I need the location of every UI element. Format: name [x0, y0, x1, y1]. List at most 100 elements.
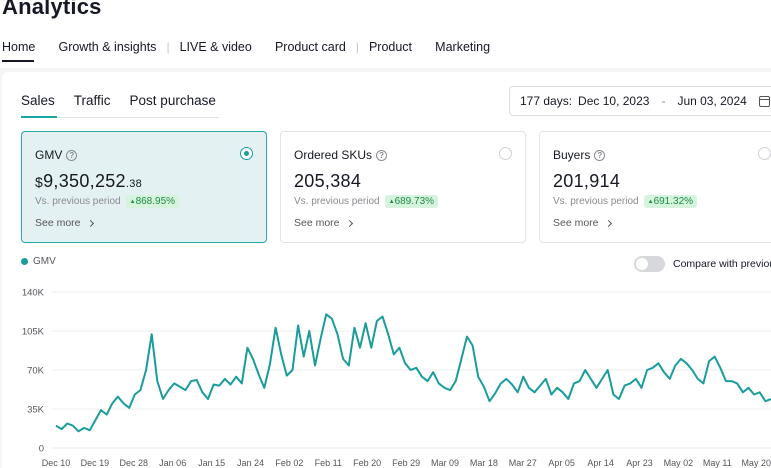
x-tick-label: Dec 19 [81, 458, 110, 468]
change-value: 689.73% [394, 196, 435, 207]
nav-separator: | [166, 40, 170, 54]
change-badge: ▲691.32% [643, 195, 698, 208]
compare-toggle[interactable] [634, 256, 665, 272]
metric-radio[interactable] [758, 147, 771, 160]
compare-label: Vs. previous period [35, 196, 121, 207]
up-arrow-icon: ▲ [129, 199, 136, 205]
metric-card-ordered-skus[interactable]: Ordered SKUs ? 205,384 Vs. previous peri… [280, 131, 526, 243]
metric-value-main: 201,914 [553, 171, 621, 191]
page-title: Analytics [2, 0, 102, 19]
metric-compare: Vs. previous period ▲689.73% [294, 195, 439, 208]
nav-growth-insights[interactable]: Growth & insights [58, 40, 157, 54]
see-more-link[interactable]: See more [553, 217, 612, 229]
x-tick-label: Jan 06 [159, 458, 186, 468]
metric-card-buyers[interactable]: Buyers ? 201,914 Vs. previous period ▲69… [539, 131, 771, 243]
compare-toggle-label: Compare with previous [673, 258, 771, 270]
see-more-label: See more [553, 217, 599, 229]
x-tick-label: Jan 24 [237, 458, 264, 468]
sub-tabs-divider [21, 117, 219, 118]
legend-dot-icon [21, 258, 28, 265]
metric-label: Buyers [553, 148, 591, 162]
up-arrow-icon: ▲ [647, 199, 654, 205]
nav-product-card[interactable]: Product card [274, 40, 346, 54]
metric-value-main: 205,384 [294, 171, 362, 191]
change-badge: ▲868.95% [125, 195, 180, 208]
top-nav: Home | Growth & insights | LIVE & video … [2, 38, 490, 56]
gmv-line-chart: 140K 105K 70K 35K 0 Dec 10 Dec 19 Dec 28 Jan 06 J… [22, 288, 771, 468]
x-tick-label: Jan 15 [198, 458, 225, 468]
metric-label: GMV [35, 148, 63, 162]
see-more-link[interactable]: See more [294, 217, 353, 229]
nav-product[interactable]: Product [368, 40, 413, 54]
x-tick-label: Mar 18 [470, 458, 498, 468]
metric-compare: Vs. previous period ▲691.32% [553, 195, 698, 208]
change-value: 691.32% [653, 196, 694, 207]
x-tick-label: Feb 02 [275, 458, 303, 468]
metric-label-row: Buyers ? [553, 148, 606, 162]
metric-compare: Vs. previous period ▲868.95% [35, 195, 180, 208]
help-icon[interactable]: ? [376, 149, 388, 161]
x-tick-label: Dec 28 [120, 458, 149, 468]
x-tick-label: Feb 29 [392, 458, 420, 468]
metric-label: Ordered SKUs [294, 148, 373, 162]
nav-separator: | [355, 40, 359, 54]
help-icon[interactable]: ? [594, 149, 606, 161]
chevron-right-icon [604, 219, 612, 227]
x-tick-label: May 02 [664, 458, 694, 468]
tab-sales[interactable]: Sales [21, 93, 55, 108]
x-tick-label: Apr 05 [548, 458, 575, 468]
x-tick-label: Mar 27 [509, 458, 537, 468]
metric-value: 205,384 [294, 171, 361, 192]
change-value: 868.95% [135, 196, 176, 207]
metric-value: $9,350,252.38 [35, 171, 142, 192]
y-tick-label: 70K [27, 366, 45, 377]
chevron-right-icon [86, 219, 94, 227]
y-tick-label: 35K [27, 405, 45, 416]
legend-label: GMV [33, 256, 56, 267]
date-range-end: Jun 03, 2024 [677, 94, 747, 108]
sub-tab-active-underline [21, 116, 57, 118]
compare-label: Vs. previous period [294, 196, 380, 207]
metric-radio[interactable] [499, 147, 512, 160]
tab-post-purchase[interactable]: Post purchase [129, 93, 216, 108]
change-badge: ▲689.73% [384, 195, 439, 208]
tab-traffic[interactable]: Traffic [73, 93, 111, 108]
see-more-link[interactable]: See more [35, 217, 94, 229]
see-more-label: See more [294, 217, 340, 229]
nav-marketing[interactable]: Marketing [435, 40, 491, 54]
metric-label-row: GMV ? [35, 148, 78, 162]
date-range-separator: - [661, 94, 666, 108]
y-tick-label: 140K [22, 288, 45, 299]
metric-value: 201,914 [553, 171, 620, 192]
gmv-series-line [55, 313, 771, 433]
sub-tabs: Sales Traffic Post purchase [21, 93, 235, 108]
x-tick-label: Feb 20 [353, 458, 381, 468]
x-tick-label: May 20 [741, 458, 771, 468]
nav-live-video[interactable]: LIVE & video [179, 40, 252, 54]
nav-active-underline [2, 60, 34, 62]
x-tick-label: Feb 11 [315, 458, 342, 468]
compare-toggle-row: Compare with previous [634, 256, 771, 272]
see-more-label: See more [35, 217, 81, 229]
metric-value-main: 9,350,252 [43, 171, 126, 191]
x-tick-label: Apr 14 [587, 458, 614, 468]
chart-legend: GMV [21, 256, 56, 267]
metric-radio[interactable] [240, 147, 253, 160]
calendar-icon [758, 95, 770, 107]
date-range-days: 177 days: [520, 94, 573, 108]
x-tick-label: Mar 09 [431, 458, 459, 468]
chevron-right-icon [345, 219, 353, 227]
compare-label: Vs. previous period [553, 196, 639, 207]
x-tick-label: Dec 10 [42, 458, 71, 468]
x-tick-label: May 11 [703, 458, 732, 468]
metric-currency: $ [35, 174, 44, 190]
up-arrow-icon: ▲ [388, 199, 395, 205]
y-tick-label: 0 [39, 444, 44, 455]
date-range-picker[interactable]: 177 days: Dec 10, 2023 - Jun 03, 2024 [509, 86, 771, 116]
y-tick-label: 105K [22, 327, 45, 338]
nav-home[interactable]: Home [2, 40, 36, 54]
help-icon[interactable]: ? [66, 149, 78, 161]
x-tick-label: Apr 23 [626, 458, 653, 468]
metric-card-gmv[interactable]: GMV ? $9,350,252.38 Vs. previous period … [21, 131, 267, 243]
metric-label-row: Ordered SKUs ? [294, 148, 388, 162]
